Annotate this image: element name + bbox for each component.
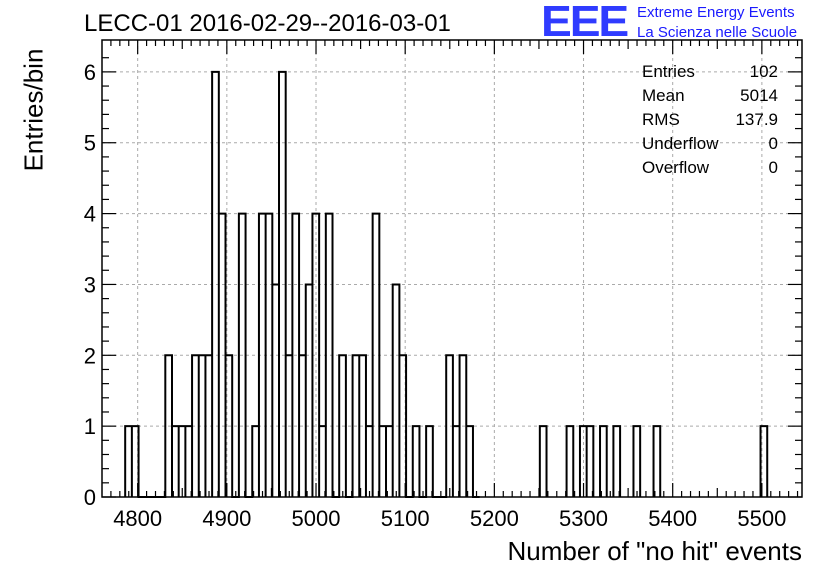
- stat-label: Entries: [642, 62, 695, 81]
- histogram-bin: [654, 426, 661, 497]
- x-tick-label: 5400: [648, 506, 697, 531]
- stat-row-rms: RMS 137.9: [642, 109, 782, 133]
- y-tick-label: 4: [84, 202, 96, 227]
- histogram-bin: [366, 426, 373, 497]
- histogram-bin: [319, 426, 326, 497]
- stat-label: Underflow: [642, 134, 719, 153]
- stat-row-underflow: Underflow 0: [642, 133, 782, 157]
- stat-value: 137.9: [735, 110, 778, 129]
- chart-title: LECC-01 2016-02-29--2016-03-01: [84, 10, 451, 37]
- x-tick-label: 5100: [381, 506, 430, 531]
- y-tick-label: 2: [84, 343, 96, 368]
- stat-label: Mean: [642, 86, 685, 105]
- histogram-bin: [453, 426, 460, 497]
- histogram-bin: [252, 426, 259, 497]
- histogram-bin: [540, 426, 547, 497]
- x-tick-label: 5300: [559, 506, 608, 531]
- histogram-bin: [379, 426, 386, 497]
- histogram-bin: [426, 426, 433, 497]
- histogram-bin: [613, 426, 620, 497]
- y-axis-label: Entries/bin: [18, 48, 49, 172]
- plot-frame: [101, 39, 803, 498]
- y-tick-label: 1: [84, 414, 96, 439]
- histogram-bin: [393, 284, 400, 497]
- logo-text-line2: La Scienza nelle Scuole: [637, 24, 798, 41]
- histogram-bin: [567, 426, 574, 497]
- stat-value: 0: [768, 158, 778, 177]
- y-tick-label: 5: [84, 131, 96, 156]
- y-tick-label: 3: [84, 272, 96, 297]
- stat-row-overflow: Overflow 0: [642, 157, 782, 181]
- logo-mark: EEE: [541, 0, 629, 46]
- stats-box: Entries 102 Mean 5014 RMS 137.9 Underflo…: [642, 61, 782, 181]
- axis-ticks: [102, 40, 802, 498]
- y-tick-label: 0: [84, 485, 96, 510]
- histogram-bin: [125, 426, 132, 497]
- grid-lines: [102, 40, 802, 497]
- x-tick-label: 5500: [737, 506, 786, 531]
- histogram-bin: [633, 426, 640, 497]
- histogram-bin: [600, 426, 607, 497]
- histogram-bin: [386, 426, 393, 497]
- x-tick-label: 4900: [202, 506, 251, 531]
- logo-text-line1: Extreme Energy Events: [637, 4, 795, 21]
- y-tick-label: 6: [84, 60, 96, 85]
- x-tick-label: 5200: [470, 506, 519, 531]
- histogram-bin: [272, 284, 279, 497]
- stat-value: 102: [749, 62, 778, 81]
- histogram-bin: [587, 426, 594, 497]
- tick-labels: 4800 4900 5000 5100 5200 5300 5400 5500 0 1 2 3 4 5 6: [84, 60, 787, 531]
- x-tick-label: 5000: [292, 506, 341, 531]
- histogram-bin: [466, 426, 473, 497]
- histogram-bin: [185, 426, 192, 497]
- x-tick-label: 4800: [113, 506, 162, 531]
- stat-value: 5014: [740, 86, 778, 105]
- histogram-bin: [413, 426, 420, 497]
- stat-row-mean: Mean 5014: [642, 85, 782, 109]
- histogram-bin: [306, 284, 313, 497]
- histogram-bin: [179, 426, 186, 497]
- stat-label: Overflow: [642, 158, 710, 177]
- stat-label: RMS: [642, 110, 680, 129]
- eee-logo: EEE Extreme Energy Events La Scienza nel…: [541, 0, 831, 46]
- x-axis-label: Number of "no hit" events: [507, 536, 803, 566]
- histogram-bin: [172, 426, 179, 497]
- stat-row-entries: Entries 102: [642, 61, 782, 85]
- stat-value: 0: [768, 134, 778, 153]
